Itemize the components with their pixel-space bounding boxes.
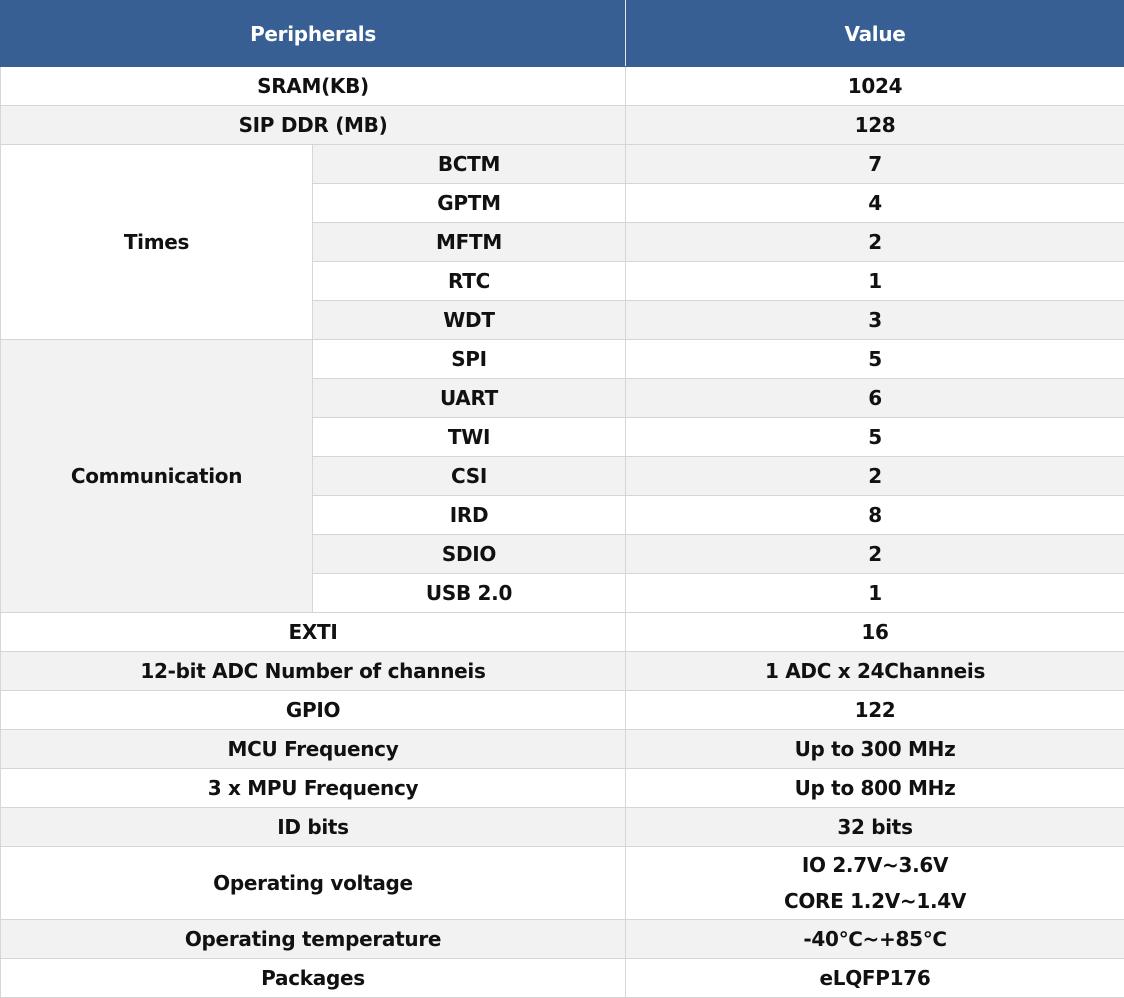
label-cell: 12-bit ADC Number of channeis bbox=[1, 652, 626, 691]
sub-label-cell: SPI bbox=[313, 340, 626, 379]
value-cell: Up to 300 MHz bbox=[626, 730, 1124, 769]
sub-label-cell: RTC bbox=[313, 262, 626, 301]
table-row: SRAM(KB)1024 bbox=[1, 67, 1124, 106]
sub-label-cell: GPTM bbox=[313, 184, 626, 223]
value-cell: 5 bbox=[626, 340, 1124, 379]
label-cell: SIP DDR (MB) bbox=[1, 106, 626, 145]
sub-label-cell: WDT bbox=[313, 301, 626, 340]
label-cell: Operating temperature bbox=[1, 920, 626, 959]
value-cell: 1 bbox=[626, 262, 1124, 301]
header-cell: Value bbox=[626, 1, 1124, 67]
value-cell: 1 bbox=[626, 574, 1124, 613]
label-cell: Operating voltage bbox=[1, 847, 626, 920]
value-cell: 7 bbox=[626, 145, 1124, 184]
label-cell: ID bits bbox=[1, 808, 626, 847]
label-cell: MCU Frequency bbox=[1, 730, 626, 769]
sub-label-cell: BCTM bbox=[313, 145, 626, 184]
label-cell: GPIO bbox=[1, 691, 626, 730]
value-cell: 2 bbox=[626, 457, 1124, 496]
header-row: Peripherals Value bbox=[1, 1, 1124, 67]
sub-label-cell: CSI bbox=[313, 457, 626, 496]
value-cell: 2 bbox=[626, 223, 1124, 262]
sub-label-cell: SDIO bbox=[313, 535, 626, 574]
table-row: Operating temperature-40℃~+85℃ bbox=[1, 920, 1124, 959]
value-cell: 4 bbox=[626, 184, 1124, 223]
label-cell: SRAM(KB) bbox=[1, 67, 626, 106]
sub-label-cell: MFTM bbox=[313, 223, 626, 262]
group-cell: Communication bbox=[1, 340, 313, 613]
value-cell: 1024 bbox=[626, 67, 1124, 106]
value-cell: 32 bits bbox=[626, 808, 1124, 847]
value-cell: eLQFP176 bbox=[626, 959, 1124, 998]
value-cell: 2 bbox=[626, 535, 1124, 574]
sub-label-cell: UART bbox=[313, 379, 626, 418]
value-cell: 122 bbox=[626, 691, 1124, 730]
label-cell: EXTI bbox=[1, 613, 626, 652]
header-cell: Peripherals bbox=[1, 1, 626, 67]
sub-label-cell: USB 2.0 bbox=[313, 574, 626, 613]
value-cell: Up to 800 MHz bbox=[626, 769, 1124, 808]
value-cell: 6 bbox=[626, 379, 1124, 418]
table-row: SIP DDR (MB)128 bbox=[1, 106, 1124, 145]
value-cell: 8 bbox=[626, 496, 1124, 535]
value-cell: -40℃~+85℃ bbox=[626, 920, 1124, 959]
sub-label-cell: TWI bbox=[313, 418, 626, 457]
value-cell: 16 bbox=[626, 613, 1124, 652]
label-cell: Packages bbox=[1, 959, 626, 998]
value-cell: 3 bbox=[626, 301, 1124, 340]
sub-label-cell: IRD bbox=[313, 496, 626, 535]
value-line: CORE 1.2V~1.4V bbox=[626, 883, 1124, 919]
value-cell: 5 bbox=[626, 418, 1124, 457]
value-cell: 128 bbox=[626, 106, 1124, 145]
value-cell: 1 ADC x 24Channeis bbox=[626, 652, 1124, 691]
group-cell: Times bbox=[1, 145, 313, 340]
label-cell: 3 x MPU Frequency bbox=[1, 769, 626, 808]
value-line: IO 2.7V~3.6V bbox=[626, 847, 1124, 883]
